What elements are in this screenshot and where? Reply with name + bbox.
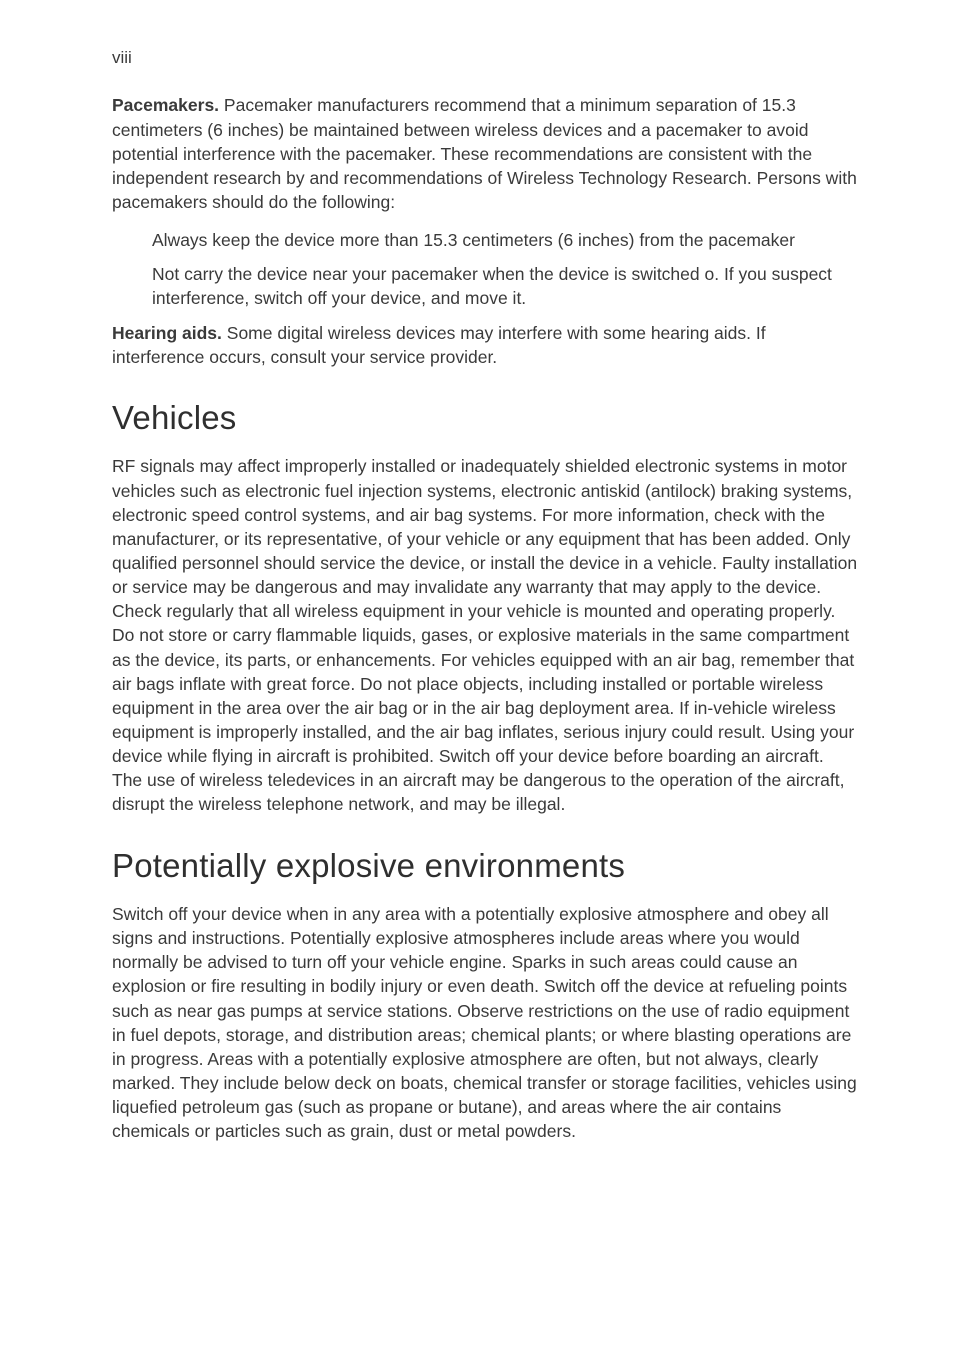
pacemakers-text: Pacemaker manufacturers recommend that a…	[112, 95, 857, 212]
document-page: viii Pacemakers. Pacemaker manufacturers…	[0, 0, 954, 1366]
vehicles-body: RF signals may affect improperly install…	[112, 454, 858, 816]
explosive-body: Switch off your device when in any area …	[112, 902, 858, 1143]
hearing-aids-label: Hearing aids.	[112, 323, 222, 343]
pacemakers-paragraph: Pacemakers. Pacemaker manufacturers reco…	[112, 93, 858, 214]
explosive-heading: Potentially explosive environments	[112, 843, 858, 889]
vehicles-heading: Vehicles	[112, 395, 858, 441]
hearing-aids-paragraph: Hearing aids. Some digital wireless devi…	[112, 321, 858, 369]
page-number: viii	[112, 46, 858, 69]
pacemakers-label: Pacemakers.	[112, 95, 219, 115]
pacemaker-guideline-2: Not carry the device near your pacemaker…	[152, 262, 858, 310]
pacemaker-guideline-1: Always keep the device more than 15.3 ce…	[152, 228, 858, 252]
